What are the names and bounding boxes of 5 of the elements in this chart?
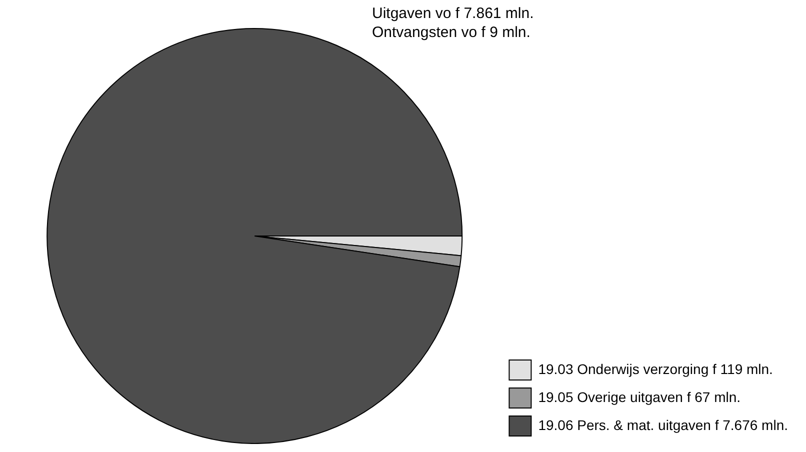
legend-label: 19.06 Pers. & mat. uitgaven f 7.676 mln. (538, 416, 788, 433)
chart-title: Uitgaven vo f 7.861 mln. (372, 4, 534, 23)
legend-label: 19.05 Overige uitgaven f 67 mln. (538, 388, 741, 405)
chart-subtitle: Ontvangsten vo f 9 mln. (372, 23, 532, 42)
legend-label: 19.03 Onderwijs verzorging f 119 mln. (538, 360, 773, 377)
